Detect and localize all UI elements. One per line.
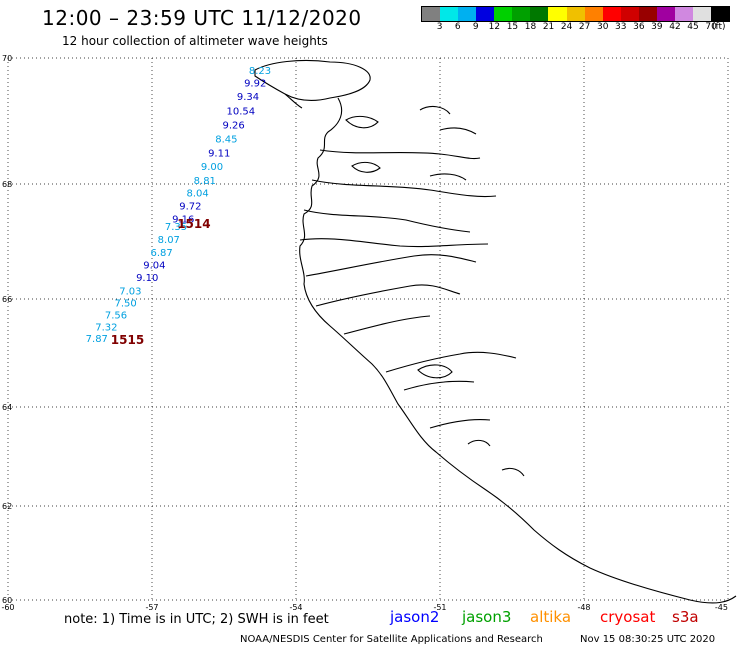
- latitude-label: 68: [2, 180, 12, 189]
- wave-height-value: 7.50: [114, 299, 136, 310]
- pass-time-label: 1515: [111, 333, 144, 347]
- legend-swatch: [638, 7, 657, 21]
- legend-swatch: [674, 7, 693, 21]
- wave-height-value: 7.03: [119, 286, 141, 297]
- legend-swatch: [476, 7, 495, 21]
- wave-height-value: 9.11: [208, 148, 230, 159]
- satellite-cryosat: cryosat: [600, 608, 656, 626]
- wave-height-value: 8.04: [186, 189, 208, 200]
- wave-height-value: 6.87: [150, 248, 172, 259]
- color-legend-labels: 3 6 9 12 15 18 21 24 27 30 33 36 39 42 45 70: [421, 22, 740, 36]
- legend-swatch: [602, 7, 621, 21]
- longitude-label: -57: [145, 603, 158, 612]
- satellite-s3a: s3a: [672, 608, 699, 626]
- map-title: 12:00 – 23:59 UTC 11/12/2020: [42, 6, 362, 30]
- legend-swatch: [440, 7, 459, 21]
- latitude-label: 64: [2, 403, 12, 412]
- satellite-jason2: jason2: [390, 608, 440, 626]
- longitude-label: -60: [1, 603, 14, 612]
- legend-label: 70: [705, 22, 717, 32]
- footer-note: note: 1) Time is in UTC; 2) SWH is in fe…: [64, 612, 329, 627]
- wave-height-value: 8.23: [249, 66, 271, 77]
- legend-swatch: [494, 7, 513, 21]
- satellite-altika: altika: [530, 608, 572, 626]
- satellite-jason3: jason3: [462, 608, 512, 626]
- legend-swatch: [512, 7, 531, 21]
- latitude-label: 60: [2, 596, 12, 605]
- wave-height-value: 9.34: [237, 92, 259, 103]
- greenland-coastline: [254, 59, 737, 604]
- wave-height-value: 9.00: [201, 162, 223, 173]
- legend-label: 45: [687, 22, 699, 32]
- legend-swatch: [548, 7, 567, 21]
- wave-height-value: 7.56: [105, 310, 127, 321]
- legend-label: 3: [436, 22, 443, 32]
- wave-height-value: 9.10: [136, 273, 158, 284]
- wave-height-value: 10.54: [226, 107, 255, 118]
- altimeter-track: 8.239.92 9.34 10.54 9.26 8.45 9.11 9.00 8.81 8.0…: [86, 66, 271, 347]
- legend-label: 36: [633, 22, 645, 32]
- wave-height-value: 9.04: [143, 261, 165, 272]
- wave-height-value: 9.26: [222, 121, 244, 132]
- legend-label: 18: [524, 22, 537, 32]
- legend-swatch: [584, 7, 603, 21]
- legend-swatch: [692, 7, 711, 21]
- legend-swatch: [656, 7, 675, 21]
- legend-swatch: [711, 7, 730, 21]
- legend-label: 12: [488, 22, 501, 32]
- legend-label: 6: [454, 22, 461, 32]
- legend-swatch: [530, 7, 549, 21]
- legend-swatch: [566, 7, 585, 21]
- legend-swatch: [458, 7, 477, 21]
- wave-height-value: 7.87: [86, 334, 108, 345]
- legend-label: 15: [506, 22, 519, 32]
- legend-swatch: [422, 7, 441, 21]
- wave-height-value: 9.92: [244, 78, 266, 89]
- wave-height-value: 7.35: [165, 222, 187, 233]
- legend-label: 21: [542, 22, 555, 32]
- legend-label: 30: [596, 22, 609, 32]
- legend-label: 24: [560, 22, 573, 32]
- legend-swatch: [620, 7, 639, 21]
- wave-height-value: 9.72: [179, 201, 201, 212]
- generation-timestamp: Nov 15 08:30:25 UTC 2020: [580, 634, 716, 645]
- map-grid: 70 68 66 64 62 60-60 -57 -54 -51 -48 -45: [1, 54, 729, 612]
- map-subtitle: 12 hour collection of altimeter wave hei…: [62, 34, 328, 48]
- pass-time-label: 1514: [177, 217, 210, 231]
- wave-height-value: 9.16: [172, 215, 194, 226]
- longitude-label: -51: [433, 603, 446, 612]
- longitude-label: -54: [289, 603, 302, 612]
- color-legend: [421, 6, 730, 22]
- legend-label: 42: [669, 22, 681, 32]
- legend-label: 9: [472, 22, 479, 32]
- wave-height-value: 8.45: [215, 134, 237, 145]
- legend-unit: (ft): [712, 22, 726, 32]
- wave-height-value: 7.32: [95, 322, 117, 333]
- legend-label: 27: [578, 22, 591, 32]
- latitude-label: 66: [2, 295, 12, 304]
- legend-label: 39: [651, 22, 663, 32]
- latitude-label: 70: [2, 54, 12, 63]
- longitude-label: -48: [577, 603, 590, 612]
- legend-label: 33: [615, 22, 627, 32]
- latitude-label: 62: [2, 502, 12, 511]
- wave-height-value: 8.81: [194, 176, 216, 187]
- wave-height-value: 8.07: [158, 235, 180, 246]
- credit-line: NOAA/NESDIS Center for Satellite Applica…: [240, 634, 543, 645]
- longitude-label: -45: [715, 603, 728, 612]
